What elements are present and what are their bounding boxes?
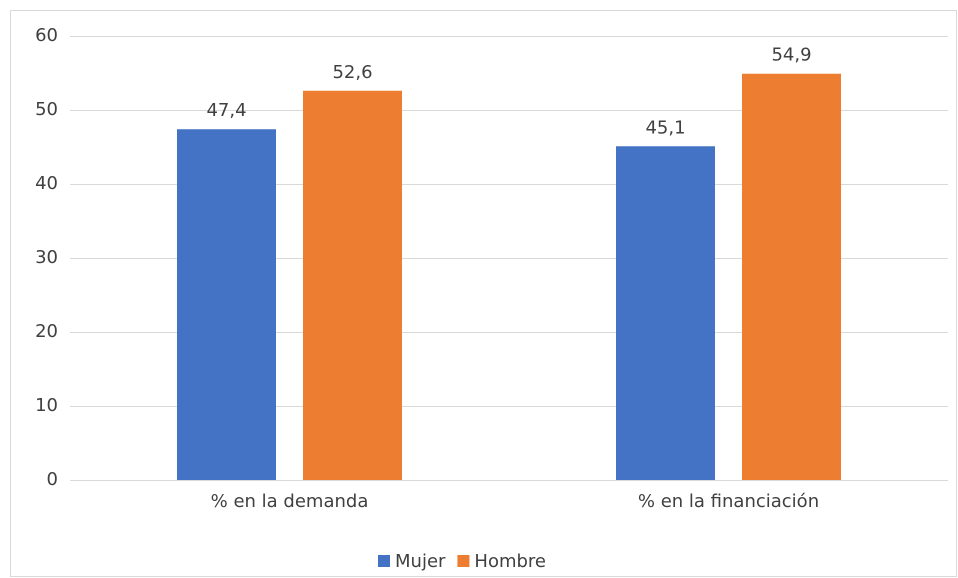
y-tick-label: 40 [35,173,58,194]
legend-swatch [378,555,390,567]
bar [742,73,841,481]
bar [177,129,276,481]
legend-label: Hombre [474,551,546,572]
x-tick-label: % en la demanda [211,491,369,512]
y-tick-label: 20 [35,321,58,342]
legend-swatch [457,555,470,567]
data-label: 52,6 [332,62,372,83]
y-tick-label: 50 [35,99,58,120]
x-tick-label: % en la financiación [638,491,819,512]
bar [303,90,402,480]
data-label: 54,9 [771,45,811,66]
y-tick-label: 0 [47,469,58,490]
data-label: 45,1 [645,117,685,138]
legend-label: Mujer [395,551,446,572]
y-tick-label: 60 [35,25,58,46]
data-label: 47,4 [206,100,246,121]
y-tick-label: 30 [35,247,58,268]
y-tick-label: 10 [35,395,58,416]
bar [616,146,715,480]
